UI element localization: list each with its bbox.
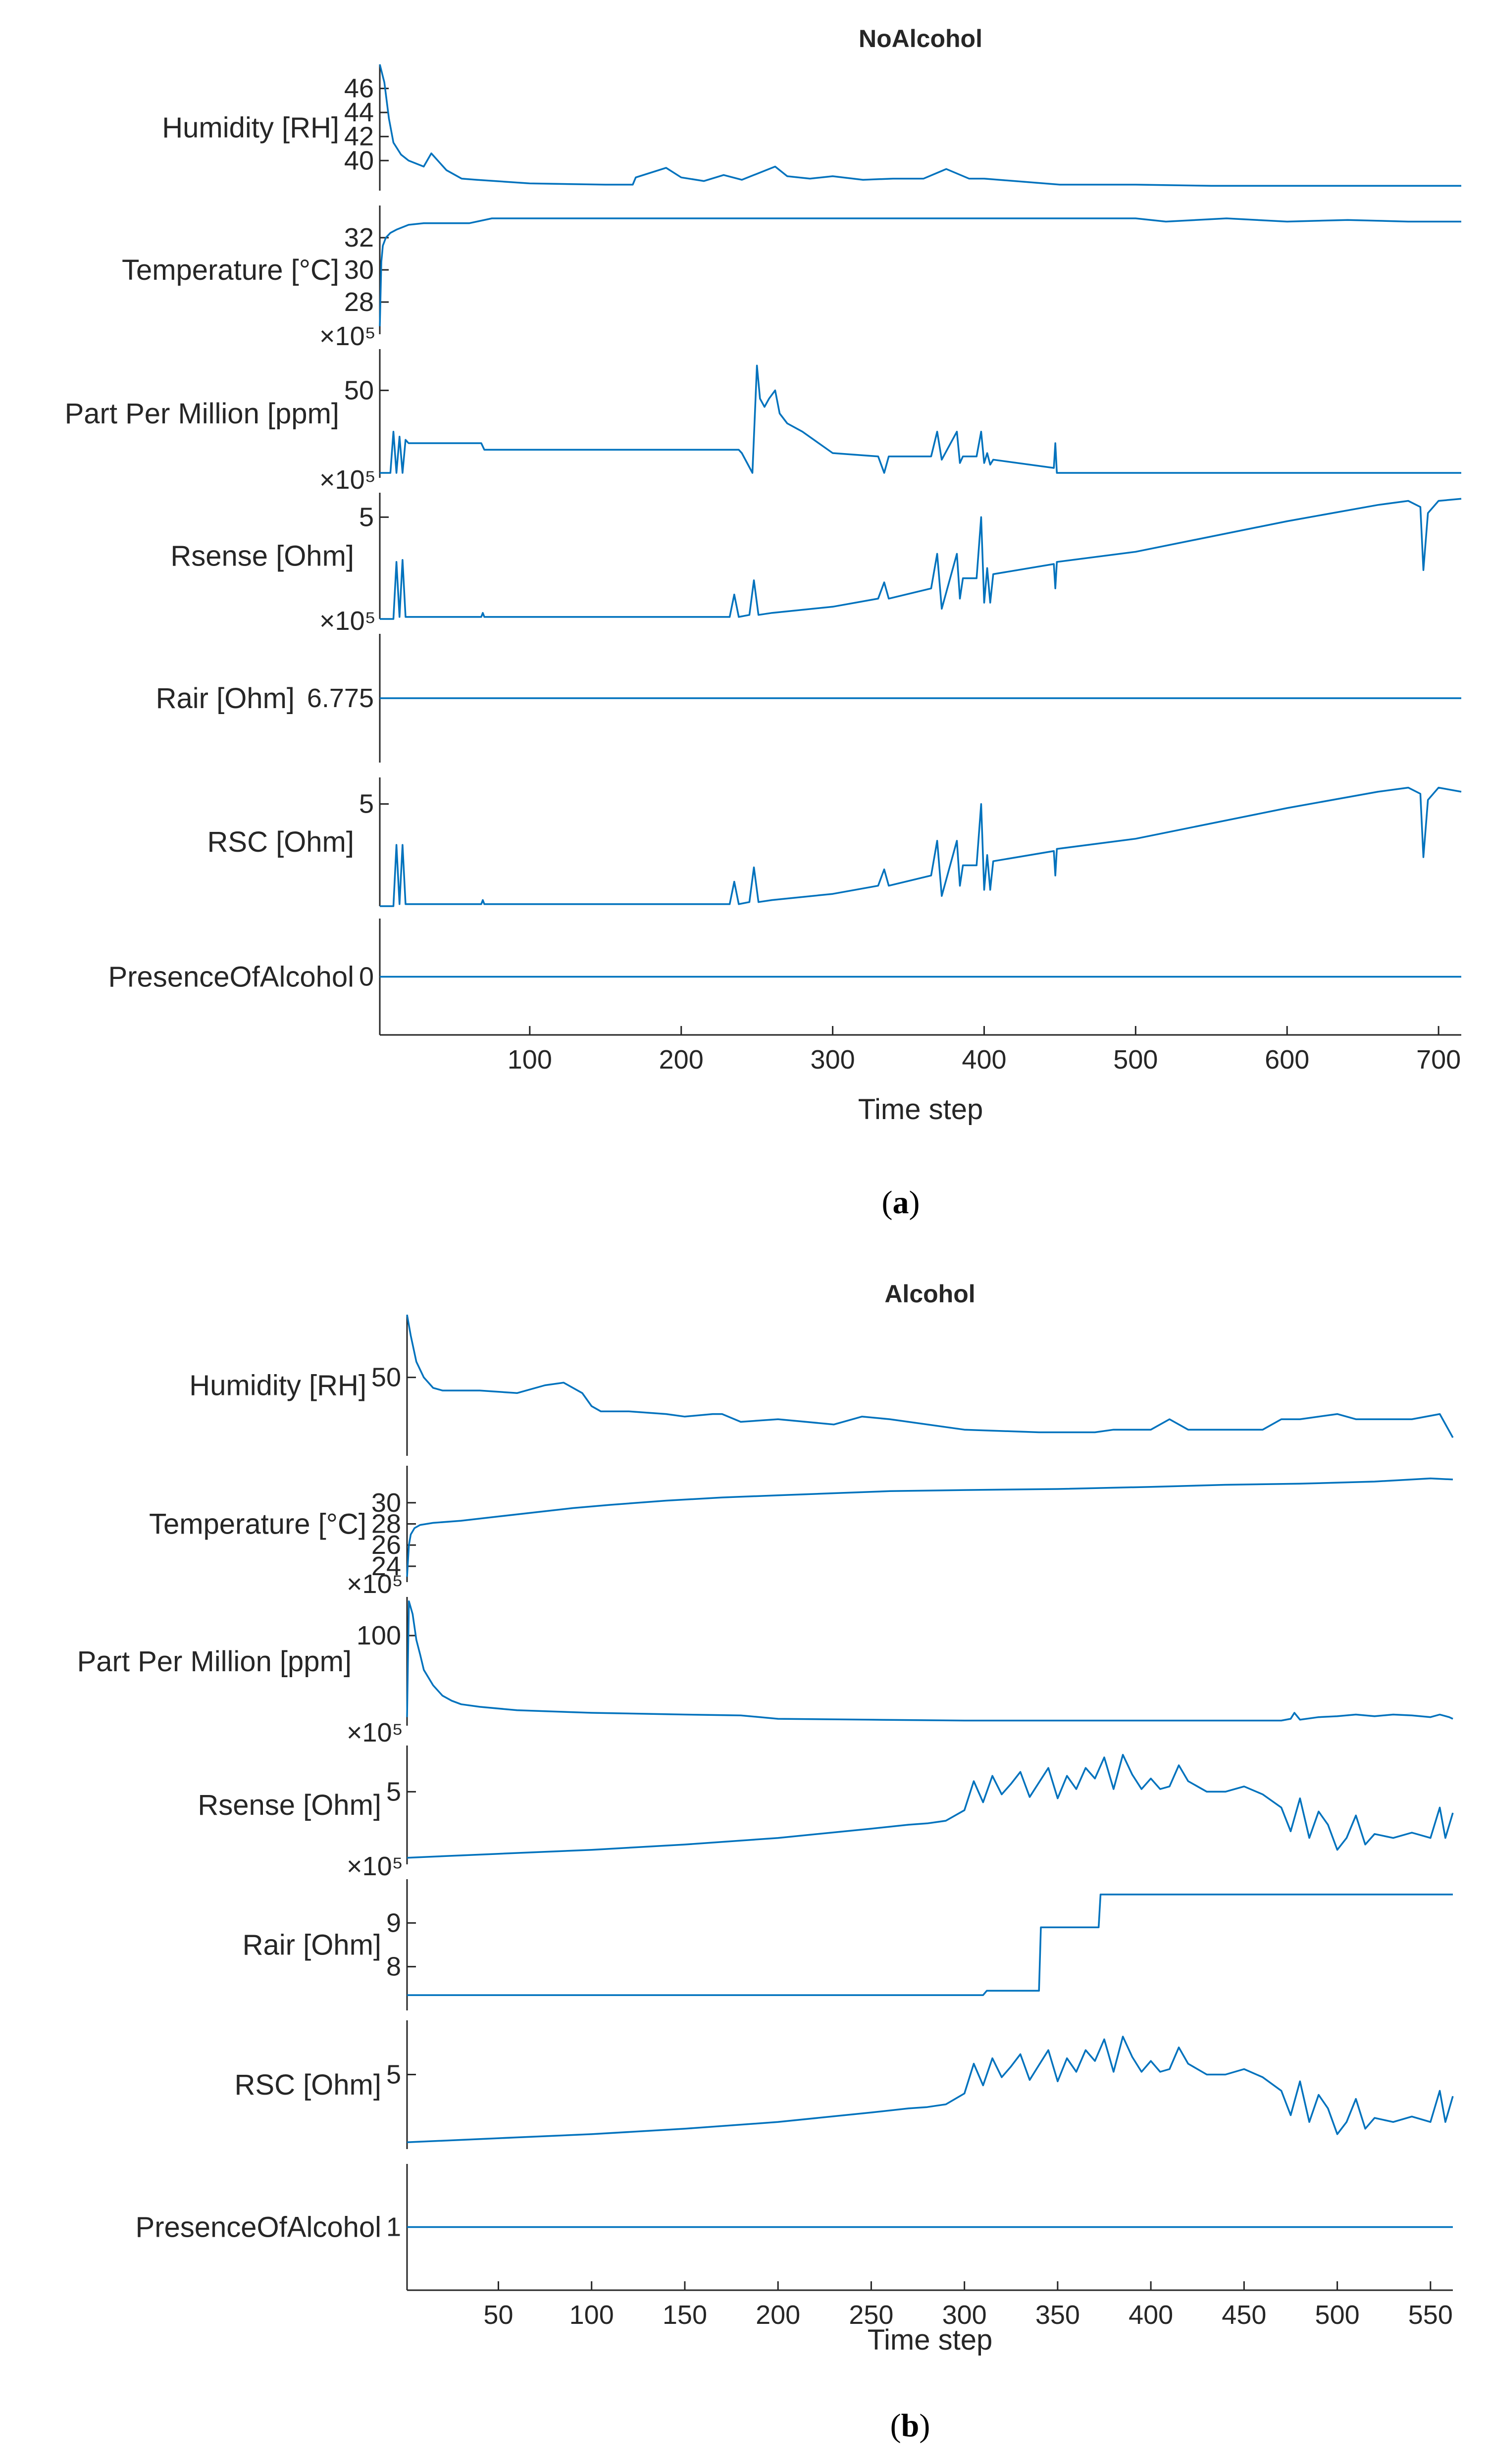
y-tick-label: 32 [344, 223, 374, 253]
y-tick-label: 50 [371, 1363, 401, 1392]
y-axis-multiplier: ×10⁵ [347, 1851, 403, 1881]
y-axis-label: Rair [Ohm] [156, 682, 295, 715]
x-tick-label: 600 [1265, 1045, 1309, 1075]
y-axis-label: Temperature [°C] [149, 1508, 366, 1540]
x-axis-label: Time step [858, 1093, 983, 1126]
y-tick-label: 26 [371, 1530, 401, 1560]
y-axis-label: PresenceOfAlcohol [136, 2211, 381, 2244]
y-tick-label: 5 [359, 789, 374, 819]
series-line-rsc [380, 786, 1462, 907]
y-axis-label: Rsense [Ohm] [198, 1789, 381, 1821]
x-tick-label: 250 [849, 2300, 893, 2330]
x-tick-label: 150 [663, 2300, 707, 2330]
y-axis-multiplier: ×10⁵ [347, 1718, 403, 1747]
y-tick-label: 100 [357, 1621, 401, 1650]
panel-rair: 6.775 Rair [Ohm] ×10⁵ [156, 606, 1461, 763]
y-axis-label: Part Per Million [ppm] [65, 398, 339, 430]
y-tick-label: 30 [344, 255, 374, 285]
series-line-temperature [406, 1477, 1453, 1577]
x-tick-label: 350 [1035, 2300, 1080, 2330]
x-tick-label: 200 [756, 2300, 800, 2330]
caption-letter: a [893, 1184, 909, 1221]
y-tick-label: 28 [371, 1509, 401, 1539]
chart-title: NoAlcohol [859, 25, 982, 52]
subfigure-caption: (b) [890, 2408, 930, 2444]
x-tick-label: 700 [1416, 1045, 1461, 1075]
y-tick-label: 50 [344, 375, 374, 405]
y-axis-label: Humidity [RH] [189, 1370, 366, 1402]
y-tick-label: 30 [371, 1488, 401, 1518]
series-line-humidity [406, 1314, 1454, 1438]
y-axis-label: RSC [Ohm] [207, 826, 355, 858]
y-axis-multiplier: ×10⁵ [347, 1569, 403, 1599]
y-tick-label: 8 [386, 1952, 401, 1982]
series-line-temperature [379, 217, 1461, 326]
y-axis-multiplier: ×10⁵ [319, 606, 376, 636]
x-tick-label: 50 [483, 2300, 513, 2330]
y-axis-label: Humidity [RH] [162, 112, 339, 144]
caption-letter: b [901, 2408, 920, 2444]
y-tick-label: 0 [359, 962, 374, 992]
y-tick-label: 46 [344, 74, 374, 103]
x-tick-label: 550 [1408, 2300, 1453, 2330]
series-line-rair [407, 1894, 1453, 1996]
x-tick-label: 200 [659, 1045, 704, 1075]
x-tick-label: 400 [962, 1045, 1006, 1075]
series-line-partpermillion [380, 364, 1461, 474]
series-line-rsense [407, 1753, 1454, 1859]
y-tick-label: 1 [386, 2212, 401, 2242]
series-line-partpermillion [406, 1600, 1453, 1722]
y-axis-label: Temperature [°C] [122, 254, 339, 286]
series-line-humidity [379, 64, 1461, 187]
x-tick-label: 450 [1222, 2300, 1266, 2330]
y-axis-multiplier: ×10⁵ [319, 321, 376, 351]
x-tick-label: 100 [508, 1045, 552, 1075]
y-axis-label: Part Per Million [ppm] [77, 1645, 352, 1678]
series-line-rsc [407, 2036, 1454, 2144]
y-axis-label: RSC [Ohm] [235, 2069, 382, 2101]
x-tick-label: 500 [1113, 1045, 1158, 1075]
series-line-rsense [380, 498, 1462, 620]
subfigure-caption: (a) [882, 1184, 920, 1221]
y-tick-label: 5 [386, 2059, 401, 2089]
y-tick-label: 6.775 [307, 683, 374, 713]
x-tick-label: 300 [942, 2300, 987, 2330]
x-axis-label: Time step [868, 2324, 992, 2356]
y-axis-multiplier: ×10⁵ [319, 465, 376, 495]
x-tick-label: 300 [811, 1045, 855, 1075]
y-tick-label: 42 [344, 122, 374, 152]
x-tick-label: 500 [1315, 2300, 1360, 2330]
y-tick-label: 9 [386, 1908, 401, 1938]
y-axis-label: PresenceOfAlcohol [108, 961, 354, 993]
y-tick-label: 5 [386, 1777, 401, 1806]
y-tick-label: 40 [344, 146, 374, 175]
y-tick-label: 44 [344, 98, 374, 127]
chart-title: Alcohol [884, 1280, 975, 1308]
y-axis-label: Rair [Ohm] [243, 1929, 381, 1961]
y-axis-label: Rsense [Ohm] [170, 540, 354, 572]
y-tick-label: 5 [359, 502, 374, 532]
y-tick-label: 24 [371, 1551, 401, 1581]
x-tick-label: 400 [1129, 2300, 1173, 2330]
x-tick-label: 100 [569, 2300, 614, 2330]
y-tick-label: 28 [344, 287, 374, 317]
